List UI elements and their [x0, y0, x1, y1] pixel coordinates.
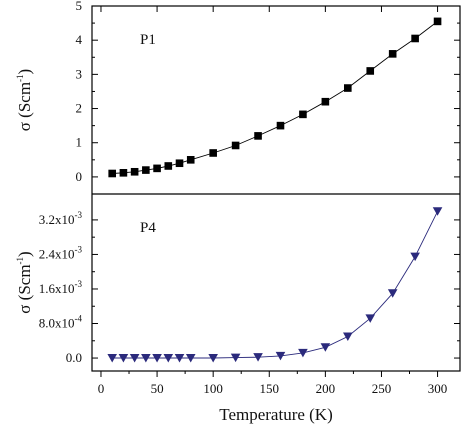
data-point: [164, 162, 173, 170]
data-point: [107, 354, 117, 363]
plot-border: [91, 5, 461, 372]
y-tick-label: 2.4x10-3: [39, 244, 83, 261]
data-point: [321, 97, 330, 106]
y-tick-label: 3: [76, 66, 83, 81]
panel-label: P4: [140, 220, 156, 236]
y-tick-label: 1: [76, 135, 83, 150]
y-tick-label: 5: [76, 0, 83, 13]
data-point: [433, 17, 442, 26]
data-point: [186, 156, 195, 164]
series-line: [112, 211, 439, 359]
data-point: [387, 289, 398, 298]
data-point: [411, 34, 419, 43]
y-tick-label: 0: [76, 169, 83, 184]
data-point: [343, 332, 353, 341]
x-tick-label: 50: [151, 381, 164, 396]
panel-label: P1: [140, 32, 156, 48]
x-axis: 0 50 100 150 200 250 300 Temperature (K): [98, 6, 448, 424]
data-point: [365, 314, 376, 323]
data-point: [230, 353, 241, 363]
data-point: [344, 84, 352, 92]
x-tick-label: 100: [203, 381, 223, 396]
panel-p1: 0 1 2 3 4 5 σ (Scm-1) P1: [15, 0, 460, 184]
panel-p4: 0.0 8.0x10-4 1.6x10-3 2.4x10-3 3.2x10-3 σ (Sc…: [15, 207, 460, 365]
data-point: [141, 354, 151, 363]
data-point: [320, 343, 331, 352]
data-point: [388, 50, 397, 58]
y-tick-label: 4: [76, 32, 83, 47]
x-tick-label: 0: [98, 381, 105, 396]
data-point: [208, 354, 218, 363]
data-point: [254, 132, 262, 140]
data-point: [298, 348, 308, 358]
data-point: [130, 167, 139, 176]
data-point: [275, 351, 286, 361]
x-tick-label: 200: [316, 381, 336, 396]
data-point: [152, 354, 162, 363]
y-tick-label: 3.2x10-3: [39, 210, 83, 227]
x-tick-label: 250: [372, 381, 392, 396]
data-point: [142, 166, 150, 174]
data-point: [366, 67, 375, 75]
y-tick-label: 8.0x10-4: [39, 314, 83, 331]
data-point: [119, 169, 128, 177]
data-point: [129, 354, 140, 363]
y-axis-title: σ (Scm-1): [15, 251, 34, 313]
data-point: [432, 207, 443, 216]
x-tick-label: 300: [428, 381, 448, 396]
series-line: [112, 21, 438, 174]
data-point: [276, 121, 285, 130]
data-point: [410, 252, 420, 262]
y-tick-label: 0.0: [66, 350, 82, 365]
x-tick-label: 150: [260, 381, 280, 396]
data-point: [174, 354, 185, 363]
y-axis-title: σ (Scm-1): [15, 69, 34, 131]
data-point: [253, 353, 263, 362]
y-tick-label: 1.6x10-3: [39, 279, 83, 296]
data-point: [175, 159, 184, 168]
data-point: [185, 354, 196, 363]
data-point: [231, 141, 240, 150]
data-point: [209, 149, 217, 157]
data-point: [108, 169, 116, 178]
data-point: [299, 110, 307, 119]
plot-frame: [91, 5, 461, 372]
x-axis-title: Temperature (K): [219, 405, 333, 424]
y-tick-label: 2: [76, 101, 83, 116]
data-point: [163, 354, 174, 363]
data-point: [153, 164, 161, 173]
data-point: [118, 354, 129, 363]
